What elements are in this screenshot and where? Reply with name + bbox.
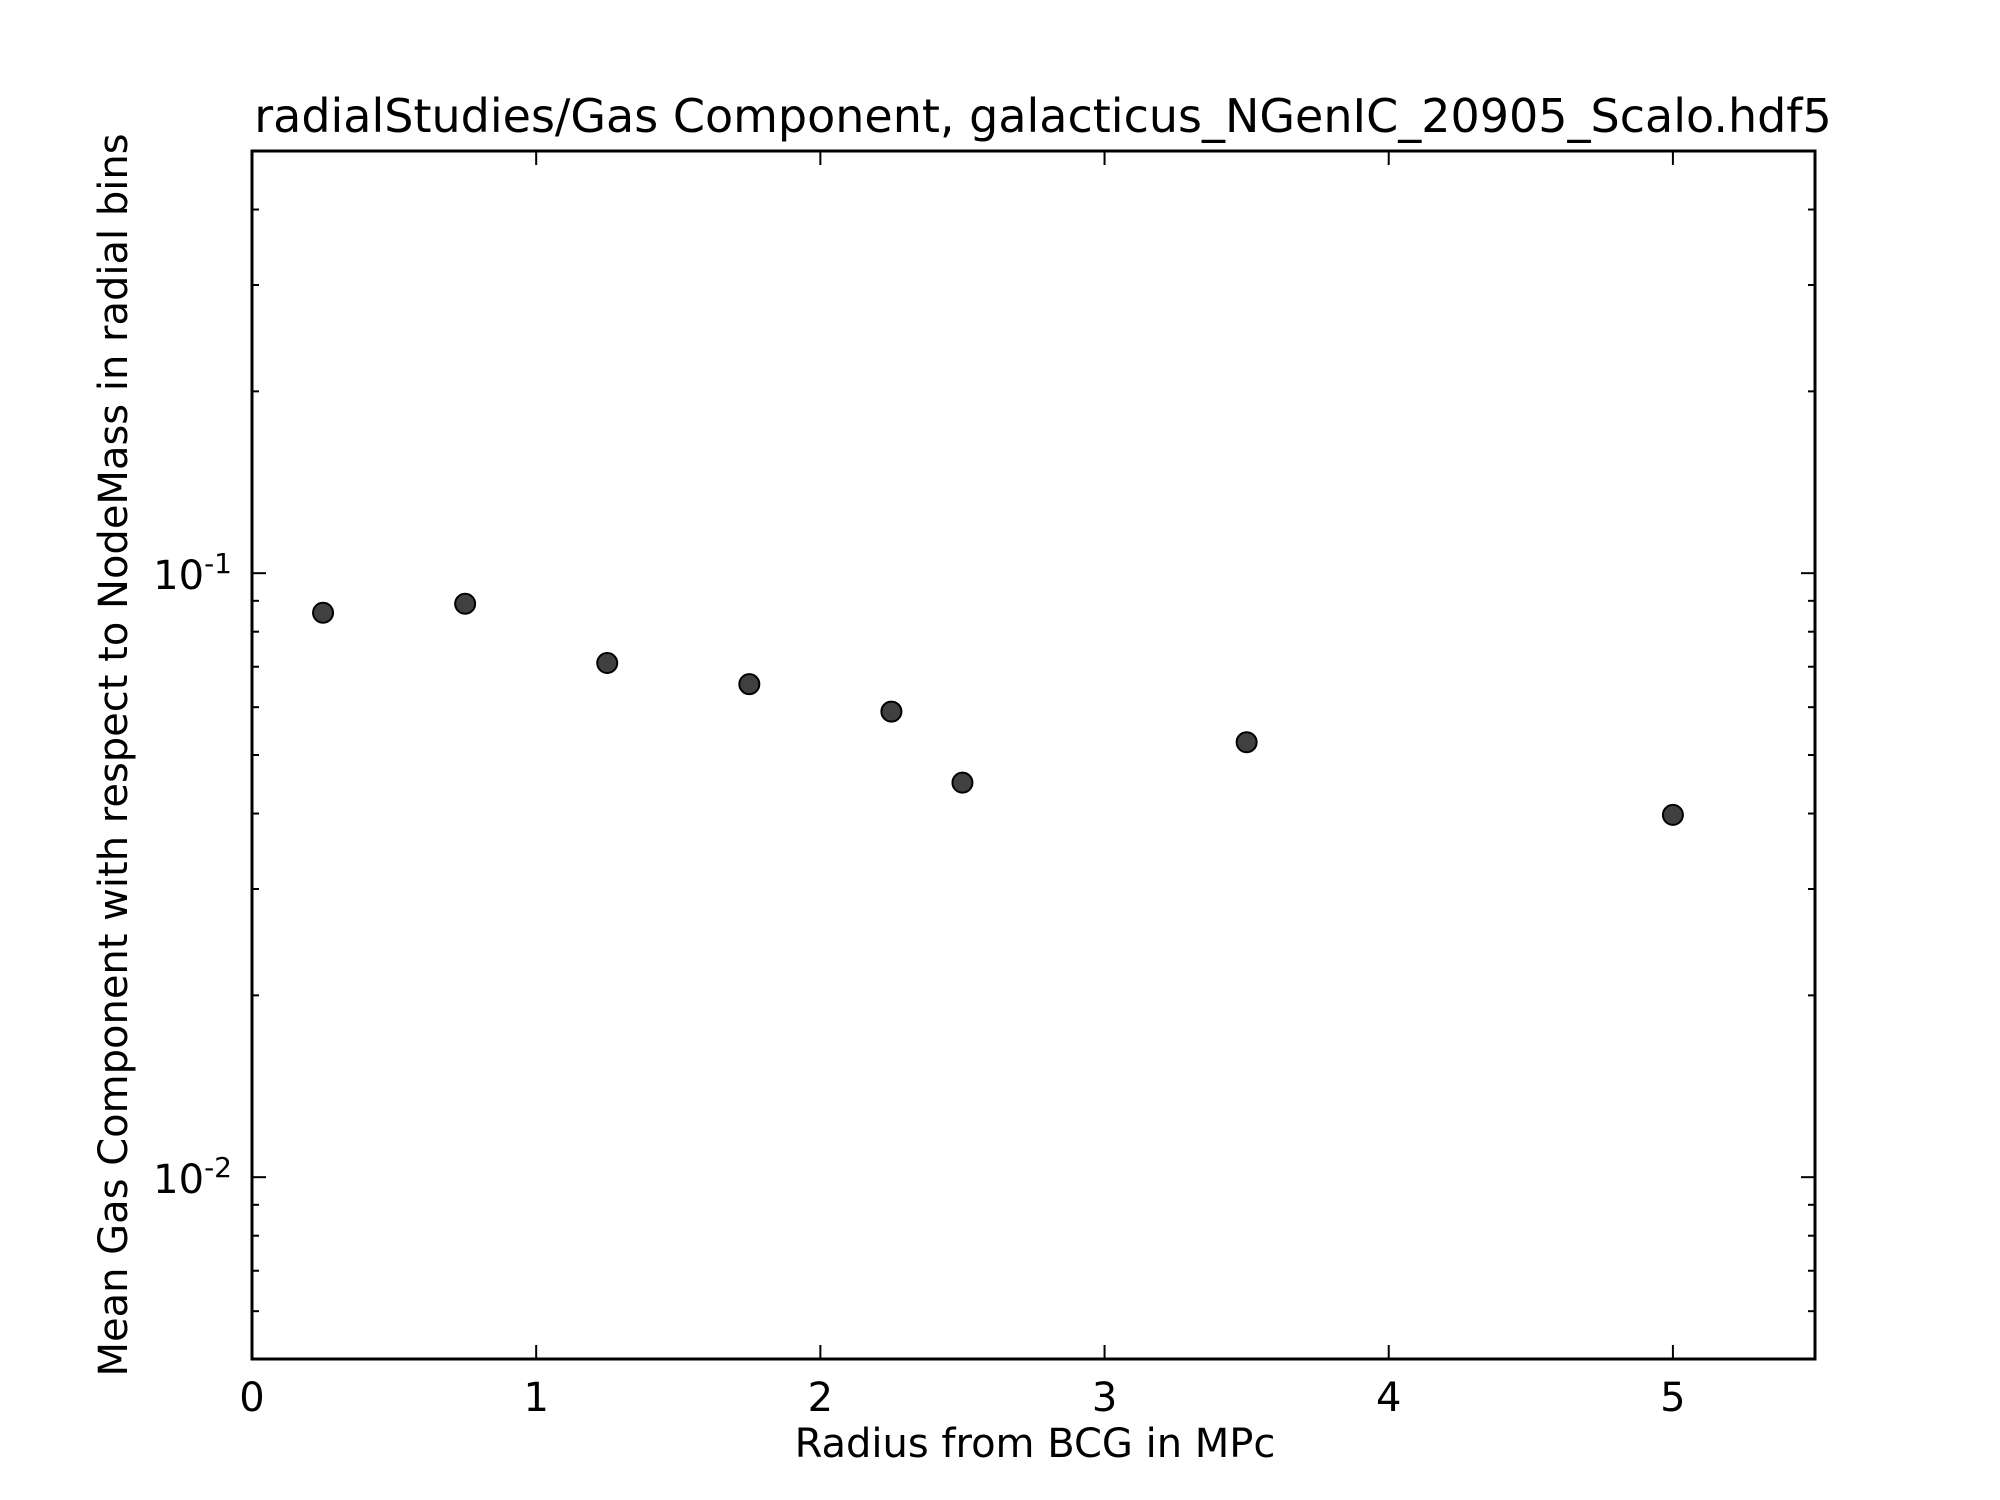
data-point [951,771,974,794]
tick-labels: 0 1 2 3 4 5 10-1 10-2 [153,547,1685,1421]
plot-frame [250,149,1817,1361]
x-tick-label: 5 [1660,1375,1685,1421]
data-point [596,652,619,675]
plot-area [250,149,1817,1361]
x-tick-label: 1 [523,1375,548,1421]
x-tick-label: 3 [1092,1375,1117,1421]
data-points [312,592,1684,826]
x-tick-label: 0 [239,1375,264,1421]
y-tick-label: 10-1 [153,547,232,599]
y-axis-label: Mean Gas Component with respect to NodeM… [91,133,137,1376]
y-tick-label: 10-2 [153,1151,232,1203]
x-tick-label: 2 [808,1375,833,1421]
data-point [1235,731,1258,754]
data-point [738,673,761,696]
x-axis-label: Radius from BCG in MPc [795,1421,1276,1467]
ticks [251,151,1815,1359]
data-point [1661,803,1684,826]
chart-title: radialStudies/Gas Component, galacticus_… [254,89,1832,143]
x-tick-label: 4 [1376,1375,1401,1421]
data-point [880,700,903,723]
data-point [312,601,335,624]
data-point [454,592,477,615]
